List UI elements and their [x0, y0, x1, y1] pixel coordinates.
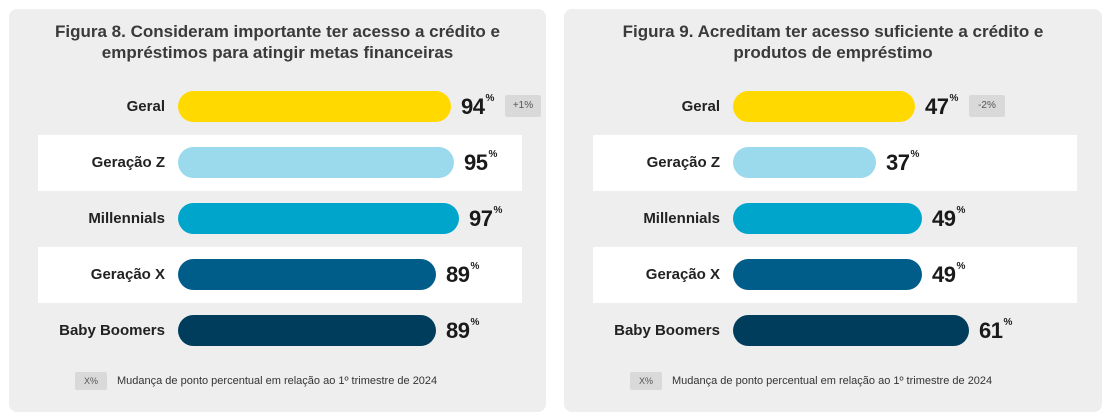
category-label: Millennials [643, 210, 720, 227]
bar [733, 259, 922, 290]
legend-text: Mudança de ponto percentual em relação a… [672, 375, 993, 387]
bar [733, 147, 876, 178]
data-label: 89% [446, 261, 479, 287]
data-label: 94% [461, 93, 494, 119]
chart-panel-figure-8: Figura 8. Consideram importante ter aces… [9, 9, 546, 412]
chart-title: Figura 8. Consideram importante ter aces… [55, 22, 500, 62]
category-label: Geração X [645, 266, 720, 283]
chart-panel-figure-9: Figura 9. Acreditam ter acesso suficient… [564, 9, 1102, 412]
chart-row: Geração X 49% [593, 247, 1077, 303]
chart-row: Geral 47% -2% [593, 79, 1077, 135]
chart-row: Geração Z 95% [38, 135, 522, 191]
category-label: Millennials [88, 210, 165, 227]
data-label: 97% [469, 205, 502, 231]
bar [178, 203, 459, 234]
data-label: 37% [886, 149, 919, 175]
plot-area: Geral 94% +1% Geração Z 95% Millennials 97% Ger… [38, 79, 541, 359]
bar [733, 203, 922, 234]
category-label: Geração X [90, 266, 165, 283]
chart-row: Geral 94% +1% [38, 79, 541, 135]
data-label: 89% [446, 317, 479, 343]
category-label: Geração Z [91, 154, 165, 171]
category-label: Geral [681, 98, 720, 115]
chart-title: Figura 9. Acreditam ter acesso suficient… [622, 22, 1044, 62]
category-label: Geral [126, 98, 165, 115]
category-label: Geração Z [646, 154, 720, 171]
data-label: 49% [932, 261, 965, 287]
bar [178, 259, 436, 290]
change-badge: -2% [969, 95, 1005, 117]
chart-row: Millennials 49% [593, 191, 1077, 247]
legend: X% Mudança de ponto percentual em relação… [75, 371, 437, 391]
bar [733, 91, 915, 122]
change-badge: +1% [505, 95, 541, 117]
category-label: Baby Boomers [59, 322, 165, 339]
chart-row: Geração X 89% [38, 247, 522, 303]
bar [178, 147, 454, 178]
chart-row: Baby Boomers 89% [38, 303, 522, 359]
bar [178, 91, 451, 122]
plot-area: Geral 47% -2% Geração Z 37% Millennials 49% Ger… [593, 79, 1077, 359]
chart-row: Baby Boomers 61% [593, 303, 1077, 359]
legend-symbol: X% [75, 372, 107, 391]
bar [733, 315, 969, 346]
data-label: 49% [932, 205, 965, 231]
category-label: Baby Boomers [614, 322, 720, 339]
legend: X% Mudança de ponto percentual em relação… [630, 371, 992, 391]
bar [178, 315, 436, 346]
legend-text: Mudança de ponto percentual em relação a… [117, 375, 438, 387]
legend-symbol: X% [630, 372, 662, 391]
chart-row: Millennials 97% [38, 191, 522, 247]
data-label: 61% [979, 317, 1012, 343]
chart-row: Geração Z 37% [593, 135, 1077, 191]
data-label: 47% [925, 93, 958, 119]
data-label: 95% [464, 149, 497, 175]
